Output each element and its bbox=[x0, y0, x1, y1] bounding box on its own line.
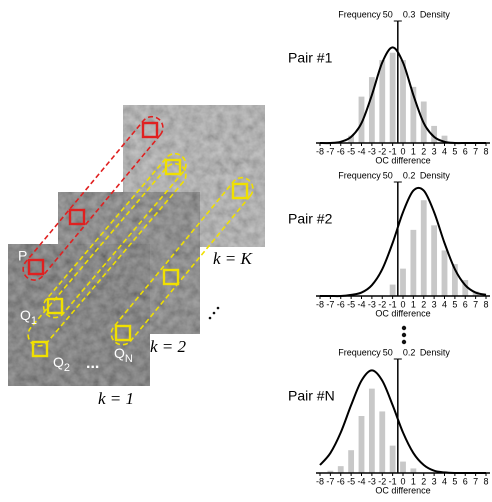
x-tick-label: -4 bbox=[357, 146, 365, 156]
bar bbox=[369, 389, 375, 473]
figure: P Q1 Q2 QN ... k = K k = 2 k = 1 -8-7-6-… bbox=[0, 0, 492, 502]
pair-label: Pair #N bbox=[288, 388, 335, 404]
x-tick-label: -7 bbox=[326, 476, 334, 486]
x-tick-label: 7 bbox=[473, 299, 478, 309]
x-axis-label: OC difference bbox=[375, 308, 430, 318]
y2-axis-title: Density bbox=[420, 347, 451, 357]
x-tick-label: 8 bbox=[483, 146, 488, 156]
frame-label: k = K bbox=[213, 249, 254, 268]
bar bbox=[338, 466, 344, 473]
bar bbox=[390, 446, 396, 473]
x-tick-label: -6 bbox=[337, 299, 345, 309]
x-tick-label: -8 bbox=[316, 299, 324, 309]
x-tick-label: 3 bbox=[432, 299, 437, 309]
x-tick-label: 6 bbox=[463, 299, 468, 309]
y-tick-label: 50 bbox=[383, 347, 393, 357]
label-p: P bbox=[18, 248, 27, 264]
density-curve bbox=[320, 370, 486, 473]
x-tick-label: 4 bbox=[442, 476, 447, 486]
y2-axis-title: Density bbox=[420, 170, 451, 180]
bar bbox=[421, 200, 427, 296]
y-axis-title: Frequency bbox=[338, 9, 381, 19]
x-tick-label: 8 bbox=[483, 299, 488, 309]
frame-label: k = 1 bbox=[98, 389, 134, 408]
bar bbox=[359, 416, 365, 473]
chart-dots bbox=[402, 326, 406, 344]
x-tick-label: -6 bbox=[337, 146, 345, 156]
bar bbox=[390, 53, 396, 143]
bar bbox=[379, 60, 385, 143]
x-axis-label: OC difference bbox=[375, 485, 430, 495]
x-tick-label: 8 bbox=[483, 476, 488, 486]
x-tick-label: -5 bbox=[347, 299, 355, 309]
x-tick-label: 5 bbox=[452, 476, 457, 486]
bar bbox=[410, 230, 416, 296]
y-axis-title: Frequency bbox=[338, 170, 381, 180]
y-tick-label: 50 bbox=[383, 9, 393, 19]
bar bbox=[400, 60, 406, 143]
bar bbox=[390, 285, 396, 296]
bar bbox=[400, 462, 406, 473]
bar bbox=[442, 250, 448, 296]
y2-tick-label: 0.2 bbox=[403, 347, 416, 357]
x-tick-label: 3 bbox=[432, 476, 437, 486]
x-tick-label: -6 bbox=[337, 476, 345, 486]
ellipsis: ... bbox=[86, 355, 99, 372]
x-tick-label: -7 bbox=[326, 299, 334, 309]
y2-tick-label: 0.2 bbox=[403, 170, 416, 180]
x-tick-label: 6 bbox=[463, 476, 468, 486]
bar bbox=[379, 411, 385, 473]
x-axis-label: OC difference bbox=[375, 155, 430, 165]
x-tick-label: -5 bbox=[347, 476, 355, 486]
x-tick-label: -5 bbox=[347, 146, 355, 156]
bar bbox=[431, 225, 437, 296]
x-tick-label: 7 bbox=[473, 146, 478, 156]
x-tick-label: -8 bbox=[316, 476, 324, 486]
bar bbox=[400, 269, 406, 296]
x-tick-label: 4 bbox=[442, 146, 447, 156]
x-tick-label: 3 bbox=[432, 146, 437, 156]
x-tick-label: -8 bbox=[316, 146, 324, 156]
x-tick-label: -4 bbox=[357, 476, 365, 486]
x-tick-label: 5 bbox=[452, 299, 457, 309]
y-axis-title: Frequency bbox=[338, 347, 381, 357]
y-tick-label: 50 bbox=[383, 170, 393, 180]
y2-tick-label: 0.3 bbox=[403, 9, 416, 19]
frame-label: k = 2 bbox=[150, 337, 187, 356]
pair-label: Pair #1 bbox=[288, 50, 333, 66]
x-tick-label: 6 bbox=[463, 146, 468, 156]
x-tick-label: -4 bbox=[357, 299, 365, 309]
x-tick-label: -7 bbox=[326, 146, 334, 156]
x-tick-label: 4 bbox=[442, 299, 447, 309]
bar bbox=[348, 450, 354, 473]
pair-label: Pair #2 bbox=[288, 211, 333, 227]
x-tick-label: 5 bbox=[452, 146, 457, 156]
stack-dots bbox=[209, 307, 220, 320]
y2-axis-title: Density bbox=[420, 9, 451, 19]
x-tick-label: 7 bbox=[473, 476, 478, 486]
